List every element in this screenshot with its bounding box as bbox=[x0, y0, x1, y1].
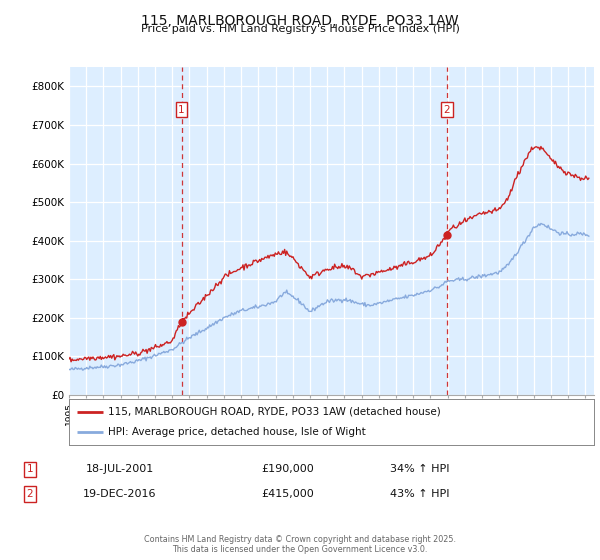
Text: £415,000: £415,000 bbox=[262, 489, 314, 499]
Text: 115, MARLBOROUGH ROAD, RYDE, PO33 1AW (detached house): 115, MARLBOROUGH ROAD, RYDE, PO33 1AW (d… bbox=[109, 407, 441, 417]
Text: 1: 1 bbox=[178, 105, 185, 115]
Text: HPI: Average price, detached house, Isle of Wight: HPI: Average price, detached house, Isle… bbox=[109, 427, 366, 437]
Text: 19-DEC-2016: 19-DEC-2016 bbox=[83, 489, 157, 499]
Text: 2: 2 bbox=[26, 489, 34, 499]
Text: Price paid vs. HM Land Registry's House Price Index (HPI): Price paid vs. HM Land Registry's House … bbox=[140, 24, 460, 34]
Text: Contains HM Land Registry data © Crown copyright and database right 2025.
This d: Contains HM Land Registry data © Crown c… bbox=[144, 535, 456, 554]
Text: 43% ↑ HPI: 43% ↑ HPI bbox=[390, 489, 450, 499]
Text: 34% ↑ HPI: 34% ↑ HPI bbox=[390, 464, 450, 474]
Text: £190,000: £190,000 bbox=[262, 464, 314, 474]
Text: 115, MARLBOROUGH ROAD, RYDE, PO33 1AW: 115, MARLBOROUGH ROAD, RYDE, PO33 1AW bbox=[141, 14, 459, 28]
Text: 2: 2 bbox=[443, 105, 451, 115]
Text: 1: 1 bbox=[26, 464, 34, 474]
Text: 18-JUL-2001: 18-JUL-2001 bbox=[86, 464, 154, 474]
